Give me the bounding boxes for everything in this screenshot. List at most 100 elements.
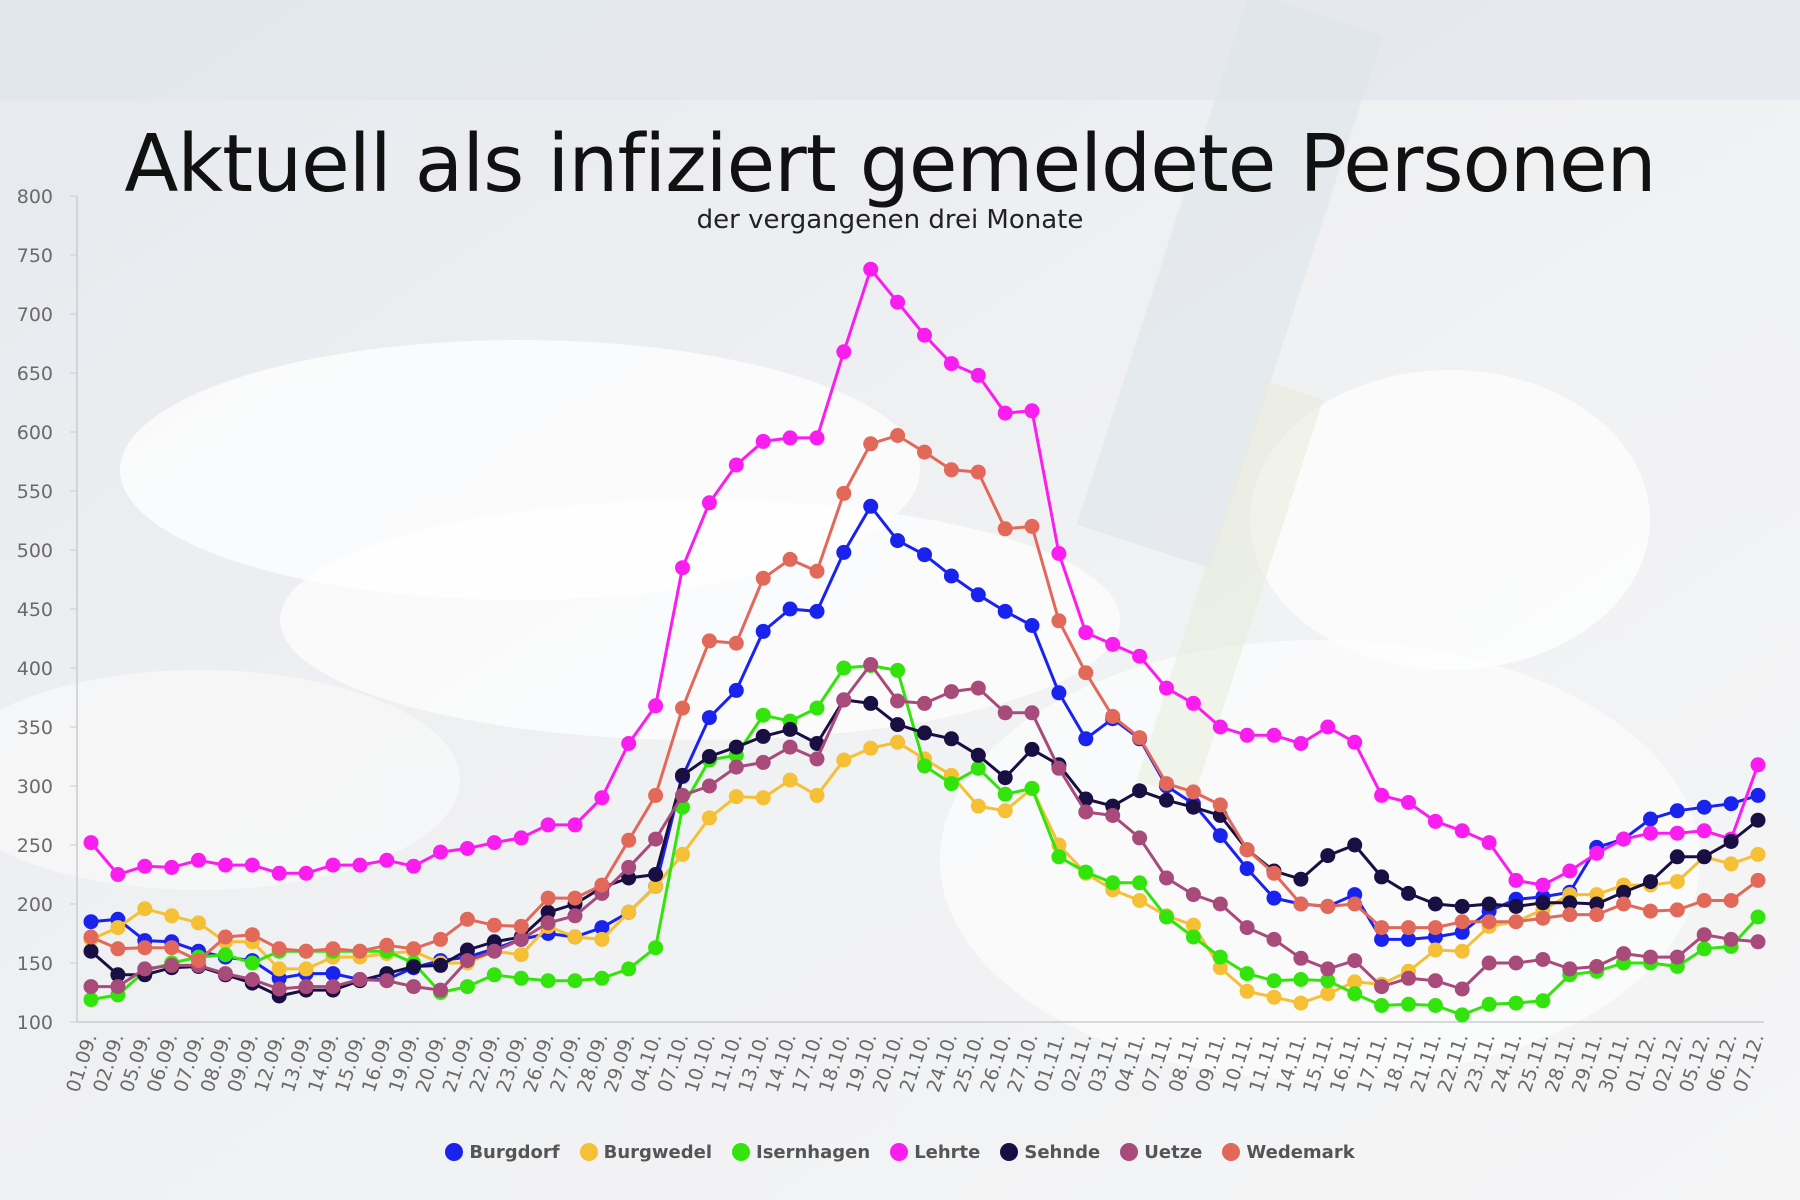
data-point-burgdorf [836, 544, 852, 560]
data-point-burgwedel [863, 740, 879, 756]
data-point-sehnde [1723, 834, 1739, 849]
data-point-lehrte [1374, 787, 1390, 803]
data-point-sehnde [970, 747, 986, 763]
data-point-lehrte [1562, 863, 1578, 879]
data-point-uetze [298, 979, 314, 995]
data-point-uetze [1347, 953, 1363, 969]
data-point-sehnde [943, 731, 959, 747]
data-point-lehrte [1427, 813, 1443, 829]
data-point-lehrte [513, 830, 529, 846]
data-point-burgdorf [1750, 787, 1766, 803]
data-point-burgdorf [1266, 890, 1282, 906]
data-point-burgwedel [1239, 983, 1255, 999]
data-point-uetze [513, 931, 529, 947]
data-point-wedemark [836, 485, 852, 501]
data-point-wedemark [1159, 776, 1174, 792]
data-point-lehrte [1508, 872, 1524, 888]
data-point-uetze [755, 754, 771, 770]
data-point-sehnde [997, 770, 1013, 786]
data-point-lehrte [1750, 757, 1766, 773]
data-point-burgwedel [675, 846, 690, 862]
data-point-uetze [863, 657, 879, 672]
data-point-sehnde [1401, 885, 1416, 901]
legend-item-uetze[interactable]: Uetze [1120, 1142, 1202, 1163]
data-point-lehrte [890, 294, 906, 310]
data-point-sehnde [110, 967, 126, 983]
data-point-lehrte [1616, 831, 1632, 847]
data-point-burgwedel [271, 961, 287, 977]
legend-item-burgdorf[interactable]: Burgdorf [445, 1142, 560, 1163]
data-point-lehrte [1212, 719, 1228, 735]
data-point-uetze [728, 759, 744, 775]
data-point-lehrte [809, 430, 825, 446]
data-point-isernhagen [1078, 864, 1094, 880]
data-point-lehrte [1078, 625, 1094, 641]
data-point-wedemark [137, 940, 153, 956]
data-point-lehrte [271, 865, 287, 881]
legend-item-wedemark[interactable]: Wedemark [1222, 1142, 1355, 1163]
chart-title: Aktuell als infiziert gemeldete Personen [124, 118, 1656, 210]
data-point-burgwedel [1454, 943, 1470, 959]
data-point-sehnde [648, 867, 664, 882]
data-point-isernhagen [217, 947, 233, 963]
data-point-wedemark [352, 943, 368, 959]
data-point-lehrte [917, 327, 932, 343]
legend-marker [579, 1143, 598, 1161]
data-point-uetze [352, 972, 368, 987]
data-point-isernhagen [83, 992, 99, 1008]
data-point-burgdorf [1374, 931, 1390, 947]
data-point-sehnde [1562, 895, 1578, 911]
data-point-wedemark [1320, 898, 1336, 914]
data-point-burgwedel [782, 772, 798, 788]
data-point-uetze [1051, 760, 1067, 776]
data-point-uetze [1024, 705, 1040, 721]
data-point-burgwedel [836, 752, 852, 768]
data-point-uetze [1723, 931, 1739, 947]
legend-item-isernhagen[interactable]: Isernhagen [732, 1142, 870, 1163]
data-point-wedemark [890, 428, 906, 443]
data-point-sehnde [1696, 849, 1712, 865]
data-point-isernhagen [1481, 996, 1497, 1012]
data-point-burgdorf [1078, 731, 1094, 747]
data-point-sehnde [621, 870, 637, 886]
data-point-sehnde [1374, 869, 1390, 885]
data-point-uetze [997, 705, 1013, 721]
legend-label: Burgwedel [603, 1141, 712, 1163]
data-point-lehrte [1293, 736, 1309, 751]
data-point-lehrte [1105, 636, 1121, 652]
legend-item-burgwedel[interactable]: Burgwedel [579, 1141, 712, 1163]
data-point-burgwedel [1723, 856, 1739, 872]
data-point-wedemark [379, 937, 395, 953]
y-tick-label: 700 [17, 304, 53, 326]
data-point-sehnde [1589, 896, 1605, 912]
data-point-isernhagen [755, 707, 771, 723]
data-point-isernhagen [1212, 949, 1228, 965]
data-point-wedemark [1078, 665, 1094, 681]
data-point-isernhagen [1320, 973, 1336, 989]
data-point-lehrte [836, 344, 852, 360]
chart-legend: Burgdorf Burgwedel Isernhagen Lehrte Sehnde U… [0, 1137, 1800, 1167]
data-point-wedemark [1696, 893, 1712, 908]
data-point-sehnde [863, 695, 879, 711]
legend-label: Uetze [1144, 1141, 1203, 1163]
data-point-burgwedel [1266, 989, 1282, 1005]
data-point-uetze [1239, 920, 1255, 936]
data-point-sehnde [675, 767, 690, 783]
data-point-wedemark [1750, 872, 1766, 888]
data-point-burgdorf [917, 547, 932, 563]
data-point-burgdorf [83, 914, 99, 930]
data-point-lehrte [110, 867, 126, 882]
data-point-wedemark [943, 462, 959, 478]
data-point-wedemark [1723, 893, 1739, 908]
legend-item-lehrte[interactable]: Lehrte [890, 1142, 980, 1163]
data-point-burgdorf [1696, 799, 1712, 815]
data-point-uetze [110, 979, 126, 995]
data-point-uetze [271, 981, 287, 997]
data-point-sehnde [540, 904, 556, 920]
legend-item-sehnde[interactable]: Sehnde [1000, 1142, 1100, 1163]
data-point-isernhagen [648, 940, 664, 956]
data-point-sehnde [406, 959, 422, 974]
series-burgdorf [83, 498, 1766, 987]
data-point-lehrte [943, 356, 959, 372]
data-point-burgwedel [1427, 942, 1443, 958]
